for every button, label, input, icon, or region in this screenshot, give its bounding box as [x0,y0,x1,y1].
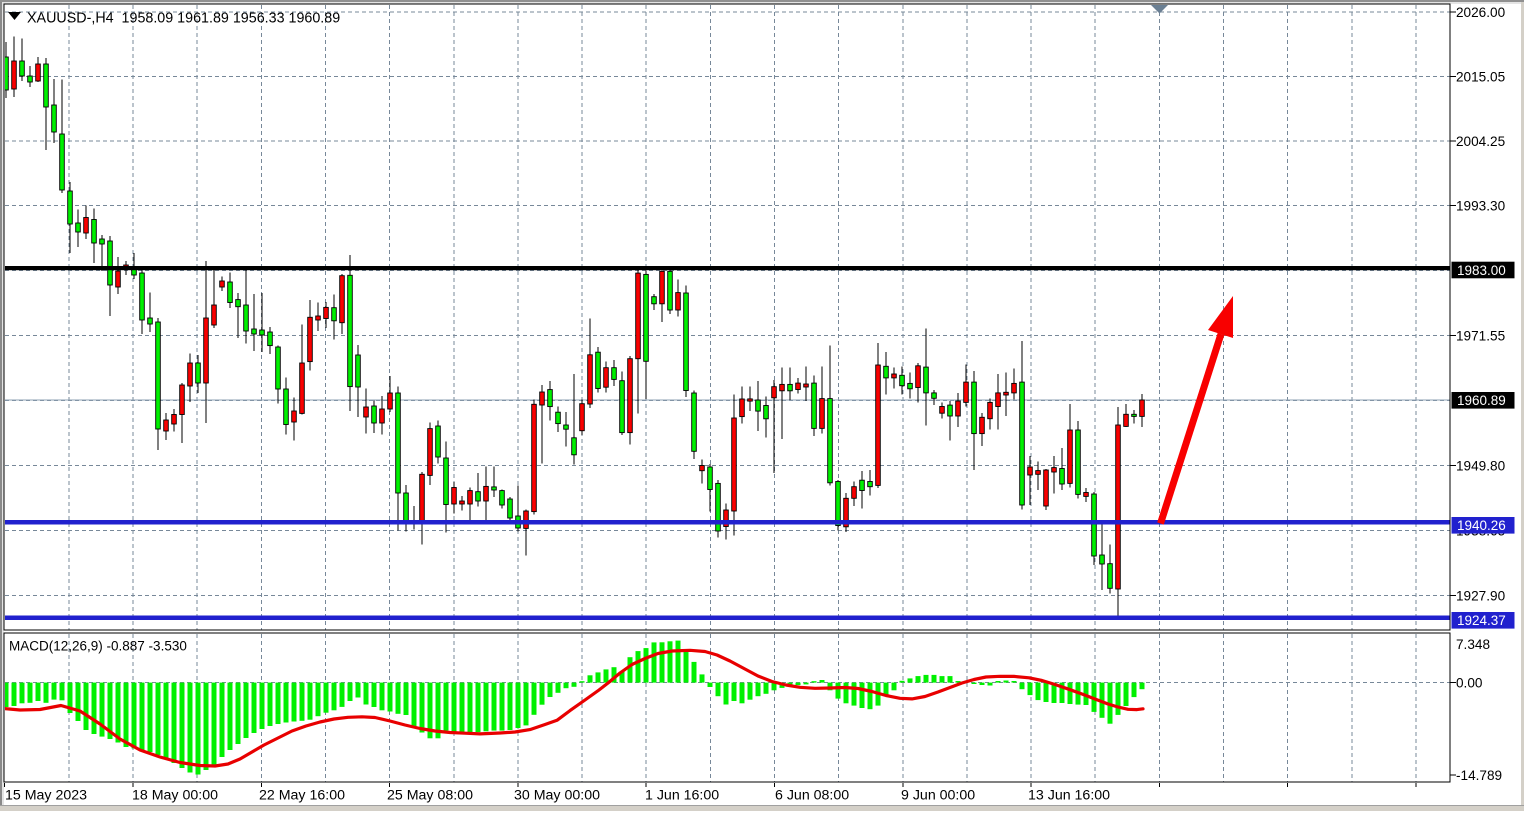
svg-text:13 Jun 16:00: 13 Jun 16:00 [1028,788,1110,804]
svg-text:2015.05: 2015.05 [1456,69,1505,84]
svg-text:1949.80: 1949.80 [1456,458,1506,473]
svg-text:1940.26: 1940.26 [1457,518,1506,533]
svg-text:1960.89: 1960.89 [1457,393,1506,408]
svg-text:6 Jun 08:00: 6 Jun 08:00 [775,788,849,804]
svg-text:1971.55: 1971.55 [1456,328,1505,343]
svg-text:1 Jun 16:00: 1 Jun 16:00 [645,788,719,804]
svg-text:2004.25: 2004.25 [1456,134,1505,149]
svg-text:1924.37: 1924.37 [1457,613,1506,628]
svg-text:0.00: 0.00 [1456,675,1483,690]
svg-text:1927.90: 1927.90 [1456,588,1506,603]
svg-text:2026.00: 2026.00 [1456,5,1506,20]
svg-text:-14.789: -14.789 [1456,768,1502,783]
svg-text:22 May 16:00: 22 May 16:00 [259,788,345,804]
svg-text:18 May 00:00: 18 May 00:00 [132,788,218,804]
svg-text:9 Jun 00:00: 9 Jun 00:00 [901,788,975,804]
svg-text:7.348: 7.348 [1456,637,1490,652]
svg-text:25 May 08:00: 25 May 08:00 [387,788,473,804]
svg-text:1993.30: 1993.30 [1456,198,1506,213]
svg-text:30 May 00:00: 30 May 00:00 [514,788,600,804]
svg-text:1983.00: 1983.00 [1457,263,1506,278]
svg-text:15 May 2023: 15 May 2023 [5,788,87,804]
svg-text:XAUUSD-,H4 1958.09 1961.89 19: XAUUSD-,H4 1958.09 1961.89 1956.33 1960.… [27,11,340,27]
svg-text:MACD(12,26,9) -0.887 -3.530: MACD(12,26,9) -0.887 -3.530 [9,639,187,654]
